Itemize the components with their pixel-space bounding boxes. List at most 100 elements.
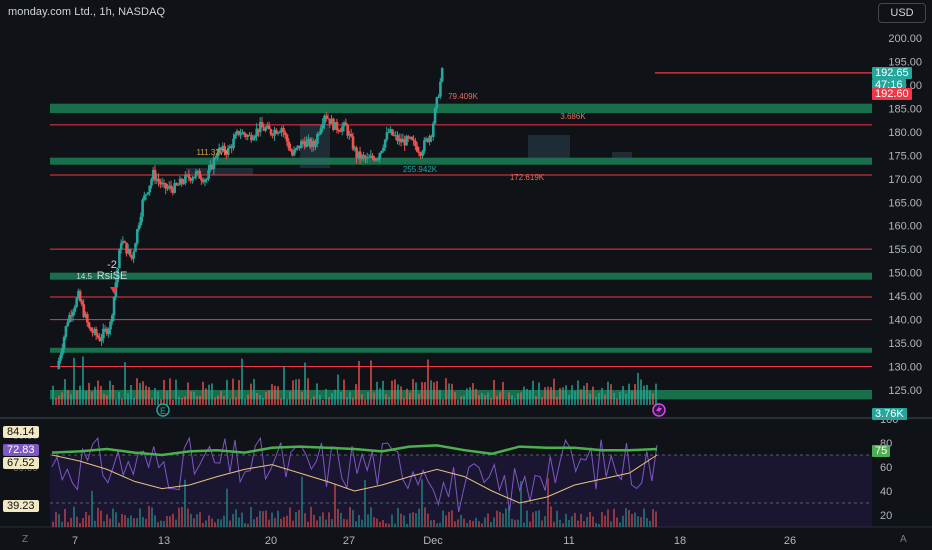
rsi-histogram-bar	[388, 523, 390, 527]
candle-body	[128, 248, 132, 256]
candle-body	[364, 156, 367, 159]
rsi-histogram-bar	[403, 515, 405, 527]
rsi-histogram-bar	[439, 522, 441, 527]
candle-body	[86, 314, 89, 323]
candle-body	[78, 291, 82, 302]
rsi-histogram-bar	[604, 515, 606, 527]
volume-bar	[361, 394, 363, 405]
rsi-histogram-bar	[349, 506, 351, 527]
volume-bar	[583, 385, 585, 405]
volume-bar	[364, 399, 366, 405]
volume-bar	[217, 395, 219, 405]
volume-bar	[202, 381, 204, 405]
rsi-histogram-bar	[613, 508, 615, 527]
candle-body	[403, 139, 407, 146]
volume-bar	[250, 383, 252, 405]
volume-bar	[205, 388, 207, 405]
rsi-histogram-bar	[517, 519, 519, 527]
candle-body	[260, 122, 264, 128]
volume-bar	[358, 361, 360, 405]
rsi-axis-tag: 75	[872, 445, 891, 457]
candle-body	[57, 360, 61, 369]
volume-bar	[634, 383, 636, 405]
volume-annotation-3: 255.942K	[403, 165, 438, 174]
candle-body	[305, 140, 308, 148]
candle-body	[244, 134, 248, 137]
volume-bar	[154, 388, 156, 405]
volume-bar	[148, 386, 150, 405]
candle-body	[430, 136, 433, 138]
candle-body	[205, 178, 209, 180]
support-zone-1	[50, 157, 872, 165]
rsi-histogram-bar	[130, 515, 132, 527]
volume-bar	[343, 379, 345, 405]
rsi-histogram-bar	[415, 513, 417, 527]
volume-bar	[67, 390, 69, 405]
rsi-smooth-line	[51, 444, 658, 457]
rsi-histogram-bar	[418, 508, 420, 527]
rsi-histogram-bar	[370, 507, 372, 527]
currency-button[interactable]: USD	[878, 3, 926, 23]
support-zone-3	[50, 347, 872, 353]
rsi-histogram-bar	[592, 516, 594, 527]
volume-bar	[61, 392, 63, 405]
volume-bar	[193, 391, 195, 405]
rsi-histogram-bar	[145, 518, 147, 527]
volume-bar	[577, 380, 579, 405]
volume-bar	[196, 396, 198, 405]
rsi-histogram-bar	[361, 519, 363, 527]
volume-bar	[622, 386, 624, 405]
volume-bar	[304, 362, 306, 405]
candle-body	[301, 141, 305, 143]
volume-bar	[418, 393, 420, 405]
rsi-histogram-bar	[544, 516, 546, 527]
rsi-histogram-bar	[157, 522, 159, 527]
volume-bar	[475, 388, 477, 405]
rsi-histogram-bar	[139, 508, 141, 527]
timezone-button[interactable]: Z	[22, 534, 29, 545]
volume-bar	[448, 383, 450, 405]
candle-body	[203, 179, 207, 183]
volume-bar	[133, 397, 135, 405]
volume-bar	[451, 383, 453, 405]
rsi-histogram-bar	[631, 514, 633, 527]
candle-body	[191, 178, 194, 181]
candle-body	[89, 327, 93, 332]
volume-bar	[235, 397, 237, 405]
volume-annotation-1: 111.327K	[196, 148, 230, 157]
rsi-histogram-bar	[223, 515, 225, 527]
volume-bar	[610, 384, 612, 405]
volume-bar	[70, 394, 72, 405]
rsi-histogram-bar	[463, 518, 465, 527]
candle-body	[275, 129, 278, 134]
candle-body	[339, 131, 342, 133]
rsi-histogram-bar	[619, 522, 621, 527]
volume-bar	[532, 380, 534, 405]
level-price-tag: 192.60	[872, 88, 912, 100]
candle-body	[399, 138, 403, 143]
rsi-histogram-bar	[553, 521, 555, 527]
candle-body	[280, 128, 284, 132]
support-zone-0	[50, 103, 872, 114]
volume-bar	[121, 398, 123, 405]
candle-body	[392, 135, 396, 137]
auto-scale-button[interactable]: A	[900, 534, 907, 545]
rsi-histogram-bar	[442, 510, 444, 527]
rsi-histogram-bar	[238, 517, 240, 527]
rsi-histogram-bar	[556, 510, 558, 527]
time-label: 11	[563, 535, 574, 547]
candle-body	[387, 131, 391, 133]
rsi-histogram-bar	[547, 478, 549, 527]
rsi-histogram-bar	[469, 520, 471, 527]
candle-body	[351, 136, 355, 150]
volume-bar	[253, 378, 255, 405]
candle-body	[292, 150, 296, 156]
volume-bar	[535, 396, 537, 405]
rsi-histogram-bar	[628, 510, 630, 527]
volume-bar	[646, 385, 648, 405]
volume-bar	[613, 392, 615, 405]
candle-body	[217, 147, 221, 155]
volume-bar	[619, 391, 621, 405]
volume-bar	[631, 390, 633, 405]
